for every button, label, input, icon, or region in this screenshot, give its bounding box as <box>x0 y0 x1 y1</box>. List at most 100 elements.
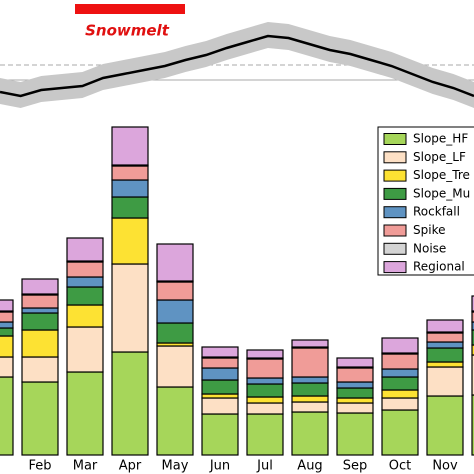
bar-segment <box>246 396 284 404</box>
bar-segment <box>156 322 194 344</box>
bar-segment <box>66 261 104 278</box>
bar-segment <box>471 344 474 356</box>
bar-segment <box>156 345 194 388</box>
x-tick-label: May <box>162 459 189 474</box>
bar-segment <box>0 327 14 337</box>
x-tick-label: Oct <box>389 459 411 474</box>
legend-label: Rockfall <box>413 205 460 219</box>
x-tick-label: Nov <box>432 459 458 474</box>
legend-label: Regional <box>413 260 465 274</box>
bar-segment <box>246 413 284 456</box>
bar-segment <box>381 397 419 411</box>
bottom-panel: Feb Mar Apr May Jun Jul Aug Sep Oct Nov <box>0 126 474 474</box>
bar-segment <box>21 278 59 295</box>
bar-segment <box>381 368 419 378</box>
legend-label: Slope_Tre <box>413 168 470 182</box>
bar-segment <box>381 337 419 354</box>
bar-segment <box>21 294 59 309</box>
bar-segment <box>381 353 419 370</box>
bar-segment <box>426 366 464 397</box>
legend-swatch <box>383 261 407 274</box>
bar-segment <box>426 341 464 349</box>
bar-segment <box>111 351 149 456</box>
bar-segment <box>291 376 329 384</box>
bar-segment <box>156 243 194 282</box>
legend-label: Slope_Mu <box>413 186 470 200</box>
bar-segment <box>471 321 474 331</box>
bar-segment <box>0 356 14 378</box>
bar-segment <box>201 379 239 395</box>
legend-label: Noise <box>413 241 446 255</box>
bar-segment <box>111 217 149 265</box>
bar-segment <box>336 357 374 368</box>
bar-segment <box>111 179 149 198</box>
bar-segment <box>426 319 464 333</box>
bar-segment <box>426 361 464 368</box>
bar-segment <box>246 349 284 359</box>
legend-swatch <box>383 151 407 164</box>
bar-segment <box>111 263 149 353</box>
bar-segment <box>381 376 419 391</box>
bar-segment <box>66 371 104 456</box>
annotation: Snowmelt <box>85 22 170 40</box>
bar-segment <box>21 356 59 383</box>
x-tick-label: Feb <box>28 459 51 474</box>
legend-swatch <box>383 242 407 255</box>
bar-segment <box>111 196 149 219</box>
legend-swatch <box>383 187 407 200</box>
bar-segment <box>201 346 239 358</box>
bar-segment <box>201 367 239 381</box>
bar-segment <box>21 307 59 314</box>
x-tick-label: Apr <box>119 459 142 474</box>
bar-segment <box>426 395 464 456</box>
legend-label: Slope_HF <box>413 132 468 146</box>
bar-segment <box>291 411 329 456</box>
bar-segment <box>381 389 419 399</box>
bar-segment <box>156 386 194 456</box>
bar-segment <box>201 413 239 456</box>
bar-segment <box>0 335 14 358</box>
bar-segment <box>291 395 329 403</box>
bar-segment <box>246 358 284 379</box>
bar-segment <box>336 397 374 404</box>
legend-swatch <box>383 206 407 219</box>
bar-segment <box>291 382 329 397</box>
bar-segment <box>381 409 419 456</box>
bar-segment <box>21 381 59 456</box>
bar-segment <box>246 383 284 398</box>
bar-segment <box>111 165 149 181</box>
top-panel <box>0 22 474 108</box>
bar-segment <box>66 286 104 306</box>
bar-segment <box>336 412 374 456</box>
legend: Slope_HF Slope_LF Slope_Tre Slope_Mu Rockfal… <box>377 126 474 276</box>
bar-segment <box>66 276 104 288</box>
bar-segment <box>471 311 474 323</box>
spread-band <box>0 22 474 108</box>
bar-segment <box>201 397 239 415</box>
bar-segment <box>156 299 194 324</box>
x-tick-label: Jul <box>256 459 273 474</box>
x-tick-label: Sep <box>343 459 368 474</box>
bar-segment <box>291 339 329 348</box>
legend-swatch <box>383 169 407 182</box>
snowmelt-bar <box>75 4 185 14</box>
bar-segment <box>201 357 239 369</box>
legend-label: Slope_LF <box>413 150 466 164</box>
bar-segment <box>0 376 14 456</box>
bar-segment <box>0 311 14 323</box>
x-tick-label: Mar <box>73 459 98 474</box>
x-tick-label: Jun <box>209 459 230 474</box>
x-tick-label: Aug <box>297 459 322 474</box>
bar-segment <box>471 295 474 312</box>
bar-segment <box>426 332 464 343</box>
bar-segment <box>66 237 104 262</box>
bar-segment <box>0 299 14 312</box>
bar-segment <box>336 402 374 414</box>
legend-swatch <box>383 133 407 145</box>
bar-segment <box>246 377 284 385</box>
bar-segment <box>291 401 329 413</box>
bar-segment <box>21 312 59 331</box>
legend-swatch <box>383 224 407 237</box>
